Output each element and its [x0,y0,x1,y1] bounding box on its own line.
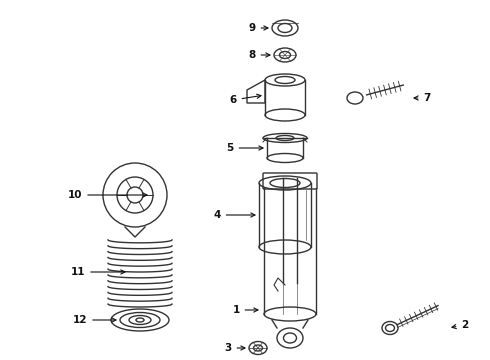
Text: 10: 10 [68,190,147,200]
Text: 1: 1 [232,305,258,315]
Text: 11: 11 [71,267,125,277]
Text: 2: 2 [452,320,468,330]
Text: 12: 12 [73,315,116,325]
Text: 8: 8 [248,50,270,60]
Text: 7: 7 [414,93,431,103]
Text: 6: 6 [229,94,261,105]
Text: 3: 3 [224,343,245,353]
Text: 5: 5 [226,143,263,153]
Text: 9: 9 [248,23,268,33]
Text: 4: 4 [213,210,255,220]
